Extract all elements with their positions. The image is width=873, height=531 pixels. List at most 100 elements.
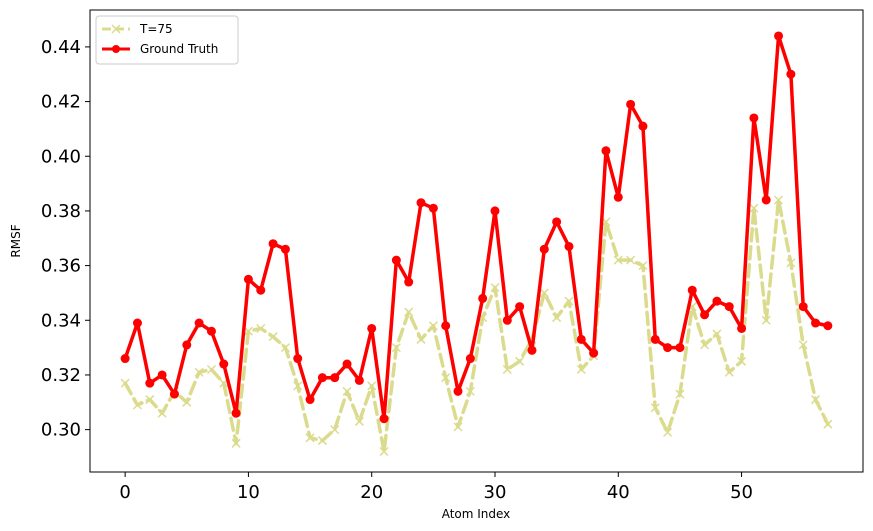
data-point-ground-truth bbox=[317, 373, 327, 383]
legend-label-ground-truth: Ground Truth bbox=[140, 42, 218, 56]
data-point-t-75 bbox=[650, 403, 660, 413]
data-point-t-75 bbox=[330, 425, 340, 435]
data-point-ground-truth bbox=[712, 296, 722, 306]
data-point-t-75 bbox=[120, 378, 130, 388]
x-axis-label: Atom Index bbox=[442, 507, 511, 521]
y-axis-ticks: 0.30 0.32 0.34 0.36 0.38 0.40 0.42 0.44 bbox=[41, 37, 90, 441]
data-point-ground-truth bbox=[552, 217, 562, 227]
data-point-t-75 bbox=[404, 307, 414, 317]
data-point-ground-truth bbox=[663, 343, 673, 353]
data-point-t-75 bbox=[342, 386, 352, 396]
data-point-t-75 bbox=[737, 356, 747, 366]
data-point-t-75 bbox=[712, 329, 722, 339]
data-point-ground-truth bbox=[256, 285, 266, 295]
data-point-ground-truth bbox=[478, 293, 488, 303]
y-tick-label: 0.42 bbox=[41, 92, 81, 113]
data-point-ground-truth bbox=[798, 302, 808, 312]
y-tick-label: 0.40 bbox=[41, 146, 81, 167]
data-point-ground-truth bbox=[132, 318, 142, 328]
data-point-ground-truth bbox=[465, 354, 475, 364]
series-line-ground-truth bbox=[123, 34, 830, 421]
x-tick-label: 40 bbox=[607, 482, 630, 503]
data-point-ground-truth bbox=[441, 321, 451, 331]
data-point-ground-truth bbox=[626, 99, 636, 109]
x-tick-label: 0 bbox=[119, 482, 130, 503]
data-point-ground-truth bbox=[724, 302, 734, 312]
data-point-t-75 bbox=[675, 389, 685, 399]
x-tick-label: 10 bbox=[237, 482, 260, 503]
data-point-ground-truth bbox=[761, 195, 771, 205]
data-point-t-75 bbox=[490, 282, 500, 293]
data-point-ground-truth bbox=[490, 206, 500, 216]
y-tick-label: 0.30 bbox=[41, 420, 81, 441]
data-point-t-75 bbox=[749, 203, 759, 213]
data-point-t-75 bbox=[231, 438, 241, 448]
data-point-t-75 bbox=[416, 334, 426, 344]
data-point-t-75 bbox=[724, 367, 734, 377]
data-point-ground-truth bbox=[774, 31, 784, 41]
data-point-t-75 bbox=[811, 395, 821, 405]
data-point-t-75 bbox=[786, 258, 796, 268]
data-point-ground-truth bbox=[453, 386, 463, 396]
data-point-t-75 bbox=[638, 261, 648, 271]
y-tick-label: 0.34 bbox=[41, 310, 81, 331]
y-tick-label: 0.44 bbox=[41, 37, 81, 58]
data-point-t-75 bbox=[280, 343, 290, 353]
data-point-ground-truth bbox=[145, 378, 155, 388]
data-point-ground-truth bbox=[527, 345, 537, 355]
data-point-t-75 bbox=[515, 356, 525, 366]
x-tick-label: 30 bbox=[484, 482, 507, 503]
data-point-ground-truth bbox=[613, 192, 623, 202]
data-point-t-75 bbox=[182, 397, 192, 407]
x-tick-label: 20 bbox=[360, 482, 383, 503]
data-point-ground-truth bbox=[650, 334, 660, 344]
data-point-t-75 bbox=[157, 408, 167, 418]
data-point-ground-truth bbox=[737, 323, 747, 333]
data-point-ground-truth bbox=[675, 343, 685, 353]
legend-box bbox=[95, 15, 239, 65]
data-point-ground-truth bbox=[786, 69, 796, 79]
data-point-t-75 bbox=[552, 313, 562, 323]
data-point-ground-truth bbox=[502, 315, 512, 325]
data-point-t-75 bbox=[564, 296, 574, 306]
x-axis-ticks: 0 10 20 30 40 50 bbox=[119, 472, 753, 503]
legend-label-t75: T=75 bbox=[139, 22, 173, 36]
data-point-ground-truth bbox=[293, 354, 303, 364]
series-line-t-75 bbox=[123, 198, 830, 454]
series-layer bbox=[120, 31, 833, 457]
data-point-ground-truth bbox=[564, 241, 574, 251]
data-point-t-75 bbox=[206, 364, 216, 375]
data-point-ground-truth bbox=[416, 198, 426, 208]
data-point-ground-truth bbox=[700, 310, 710, 320]
data-point-t-75 bbox=[700, 340, 710, 350]
data-point-ground-truth bbox=[428, 203, 438, 213]
data-point-ground-truth bbox=[601, 146, 611, 156]
data-point-ground-truth bbox=[330, 373, 340, 383]
data-point-ground-truth bbox=[231, 408, 241, 418]
data-point-ground-truth bbox=[268, 239, 278, 249]
data-point-t-75 bbox=[798, 340, 808, 350]
data-point-t-75 bbox=[626, 255, 636, 265]
data-point-t-75 bbox=[317, 436, 327, 446]
data-point-ground-truth bbox=[182, 340, 192, 350]
data-point-t-75 bbox=[354, 416, 364, 426]
data-point-ground-truth bbox=[243, 274, 253, 284]
y-tick-label: 0.32 bbox=[41, 365, 81, 386]
data-point-ground-truth bbox=[589, 348, 599, 358]
data-point-t-75 bbox=[305, 433, 315, 443]
data-point-ground-truth bbox=[219, 359, 229, 369]
data-point-t-75 bbox=[576, 364, 586, 375]
data-point-t-75 bbox=[502, 364, 512, 375]
data-point-t-75 bbox=[428, 321, 438, 331]
data-point-ground-truth bbox=[638, 121, 648, 131]
legend-marker-ground-truth bbox=[112, 45, 120, 53]
data-point-t-75 bbox=[145, 395, 155, 405]
data-point-t-75 bbox=[441, 373, 451, 383]
data-point-t-75 bbox=[293, 381, 303, 391]
data-point-ground-truth bbox=[120, 354, 130, 364]
data-point-t-75 bbox=[256, 323, 266, 334]
plot-area bbox=[90, 10, 863, 472]
data-point-ground-truth bbox=[305, 395, 315, 405]
data-point-t-75 bbox=[453, 422, 463, 432]
